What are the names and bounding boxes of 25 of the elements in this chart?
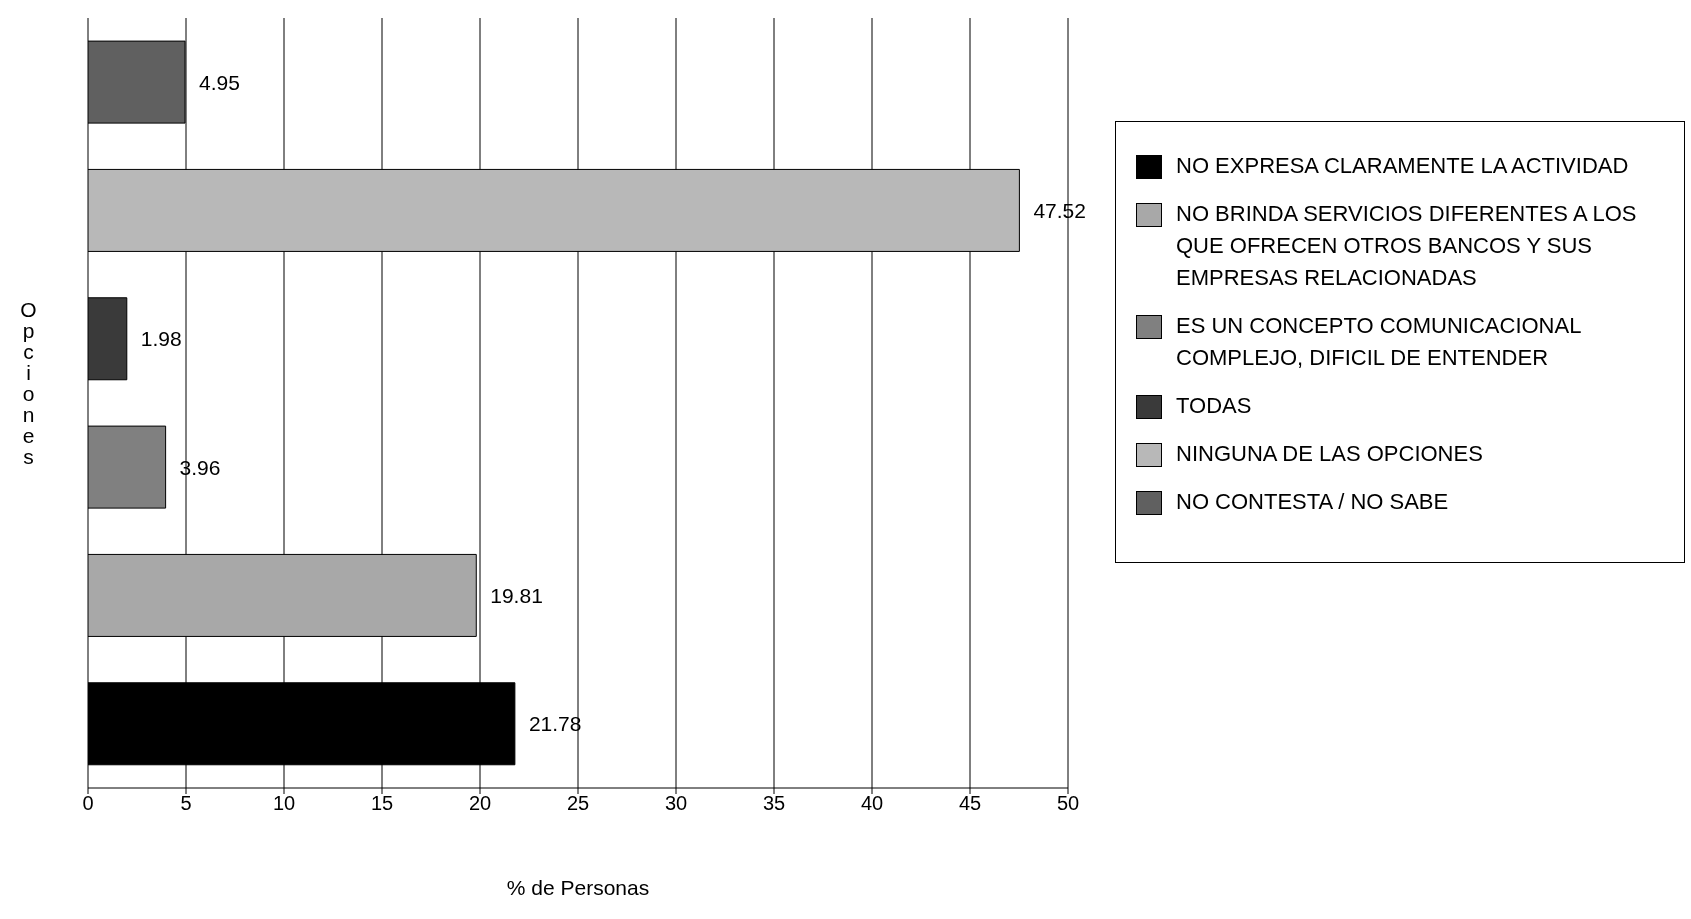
x-tick-label: 20 — [468, 792, 492, 815]
data-label: 21.78 — [528, 712, 582, 736]
legend-label: TODAS — [1176, 392, 1252, 420]
legend-label: NINGUNA DE LAS OPCIONES — [1176, 440, 1483, 468]
data-label: 19.81 — [490, 583, 543, 607]
x-tick-label: 25 — [566, 792, 590, 815]
x-tick-label: 30 — [664, 792, 688, 815]
legend-label: NO BRINDA SERVICIOS DIFERENTES A LOS QUE OFRECEN OTROS BANCOS Y SUS EMPRESAS RELACIONADAS — [1176, 200, 1638, 292]
x-tick-label: 15 — [370, 792, 394, 815]
x-tick-label: 35 — [762, 792, 786, 815]
data-label: 1.98 — [140, 327, 182, 351]
legend-label: NO EXPRESA CLARAMENTE LA ACTIVIDAD — [1176, 152, 1629, 180]
y-axis-title: Opciones — [16, 298, 40, 466]
x-tick-label: 50 — [1056, 792, 1080, 815]
data-label: 47.52 — [1033, 198, 1086, 222]
data-label: 3.96 — [179, 455, 221, 479]
x-tick-label: 5 — [180, 792, 192, 815]
x-tick-label: 40 — [860, 792, 884, 815]
legend-label: NO CONTESTA / NO SABE — [1176, 488, 1449, 516]
x-axis-title: % de Personas — [505, 876, 651, 900]
x-tick-label: 10 — [272, 792, 296, 815]
data-label: 4.95 — [199, 70, 240, 94]
x-tick-label: 45 — [958, 792, 982, 815]
x-tick-label: 0 — [82, 792, 94, 815]
legend-label: ES UN CONCEPTO COMUNICACIONAL COMPLEJO, DIFICIL DE ENTENDER — [1176, 312, 1582, 372]
